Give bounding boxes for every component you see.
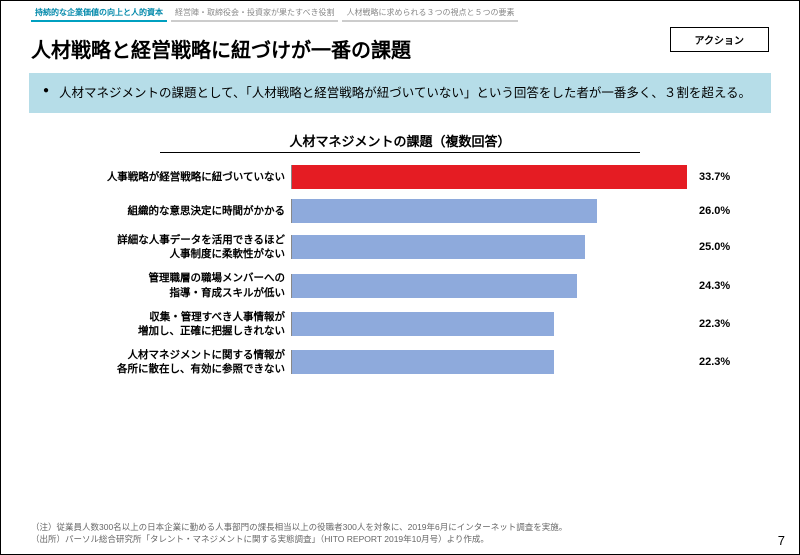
bar-fill [292, 199, 597, 223]
bar-row: 組織的な意思決定に時間がかかる 26.0% [1, 199, 759, 223]
bar-row: 収集・管理すべき人事情報が増加し、正確に把握しきれない 22.3% [1, 310, 759, 338]
bar-label: 人事戦略が経営戦略に紐づいていない [1, 170, 291, 184]
bar-row: 詳細な人事データを活用できるほど人事制度に柔軟性がない 25.0% [1, 233, 759, 261]
bar-label: 組織的な意思決定に時間がかかる [1, 204, 291, 218]
chart-title: 人材マネジメントの課題（複数回答） [1, 127, 799, 152]
bar-label: 管理職層の職場メンバーへの指導・育成スキルが低い [1, 271, 291, 299]
chart-title-underline [160, 152, 640, 153]
bar-value: 24.3% [691, 280, 730, 292]
bar-track [291, 165, 691, 189]
bar-row: 人事戦略が経営戦略に紐づいていない 33.7% [1, 165, 759, 189]
tab[interactable]: 持続的な企業価値の向上と人的資本 [31, 7, 167, 22]
bar-value: 22.3% [691, 318, 730, 330]
bar-track [291, 274, 691, 298]
tab-bar: 持続的な企業価値の向上と人的資本経営陣・取締役会・投資家が果たすべき役割人材戦略… [1, 1, 799, 22]
bar-value: 26.0% [691, 205, 730, 217]
bar-track [291, 312, 691, 336]
bar-track [291, 235, 691, 259]
bar-fill [292, 274, 577, 298]
bar-row: 人材マネジメントに関する情報が各所に散在し、有効に参照できない 22.3% [1, 348, 759, 376]
bar-label: 収集・管理すべき人事情報が増加し、正確に把握しきれない [1, 310, 291, 338]
bar-label: 詳細な人事データを活用できるほど人事制度に柔軟性がない [1, 233, 291, 261]
bar-value: 22.3% [691, 356, 730, 368]
action-button[interactable]: アクション [670, 27, 770, 52]
page-number: 7 [778, 533, 785, 548]
bar-fill [292, 165, 687, 189]
footnote-1: （注）従業員人数300名以上の日本企業に勤める人事部門の課長相当以上の役職者30… [31, 521, 567, 534]
bar-row: 管理職層の職場メンバーへの指導・育成スキルが低い 24.3% [1, 271, 759, 299]
summary-box: 人材マネジメントの課題として、「人材戦略と経営戦略が紐づいていない」という回答を… [29, 73, 771, 113]
footnote-2: （出所）パーソル総合研究所「タレント・マネジメントに関する実態調査」（HITO … [31, 533, 567, 546]
bar-value: 25.0% [691, 241, 730, 253]
tab[interactable]: 人材戦略に求められる３つの視点と５つの要素 [342, 7, 518, 22]
bar-track [291, 350, 691, 374]
tab[interactable]: 経営陣・取締役会・投資家が果たすべき役割 [171, 7, 338, 22]
bar-value: 33.7% [691, 171, 730, 183]
bar-fill [292, 312, 554, 336]
bar-fill [292, 350, 554, 374]
bar-chart: 人事戦略が経営戦略に紐づいていない 33.7% 組織的な意思決定に時間がかかる 26.… [1, 165, 799, 376]
bar-label: 人材マネジメントに関する情報が各所に散在し、有効に参照できない [1, 348, 291, 376]
bar-fill [292, 235, 585, 259]
footnotes: （注）従業員人数300名以上の日本企業に勤める人事部門の課長相当以上の役職者30… [31, 521, 567, 547]
bar-track [291, 199, 691, 223]
